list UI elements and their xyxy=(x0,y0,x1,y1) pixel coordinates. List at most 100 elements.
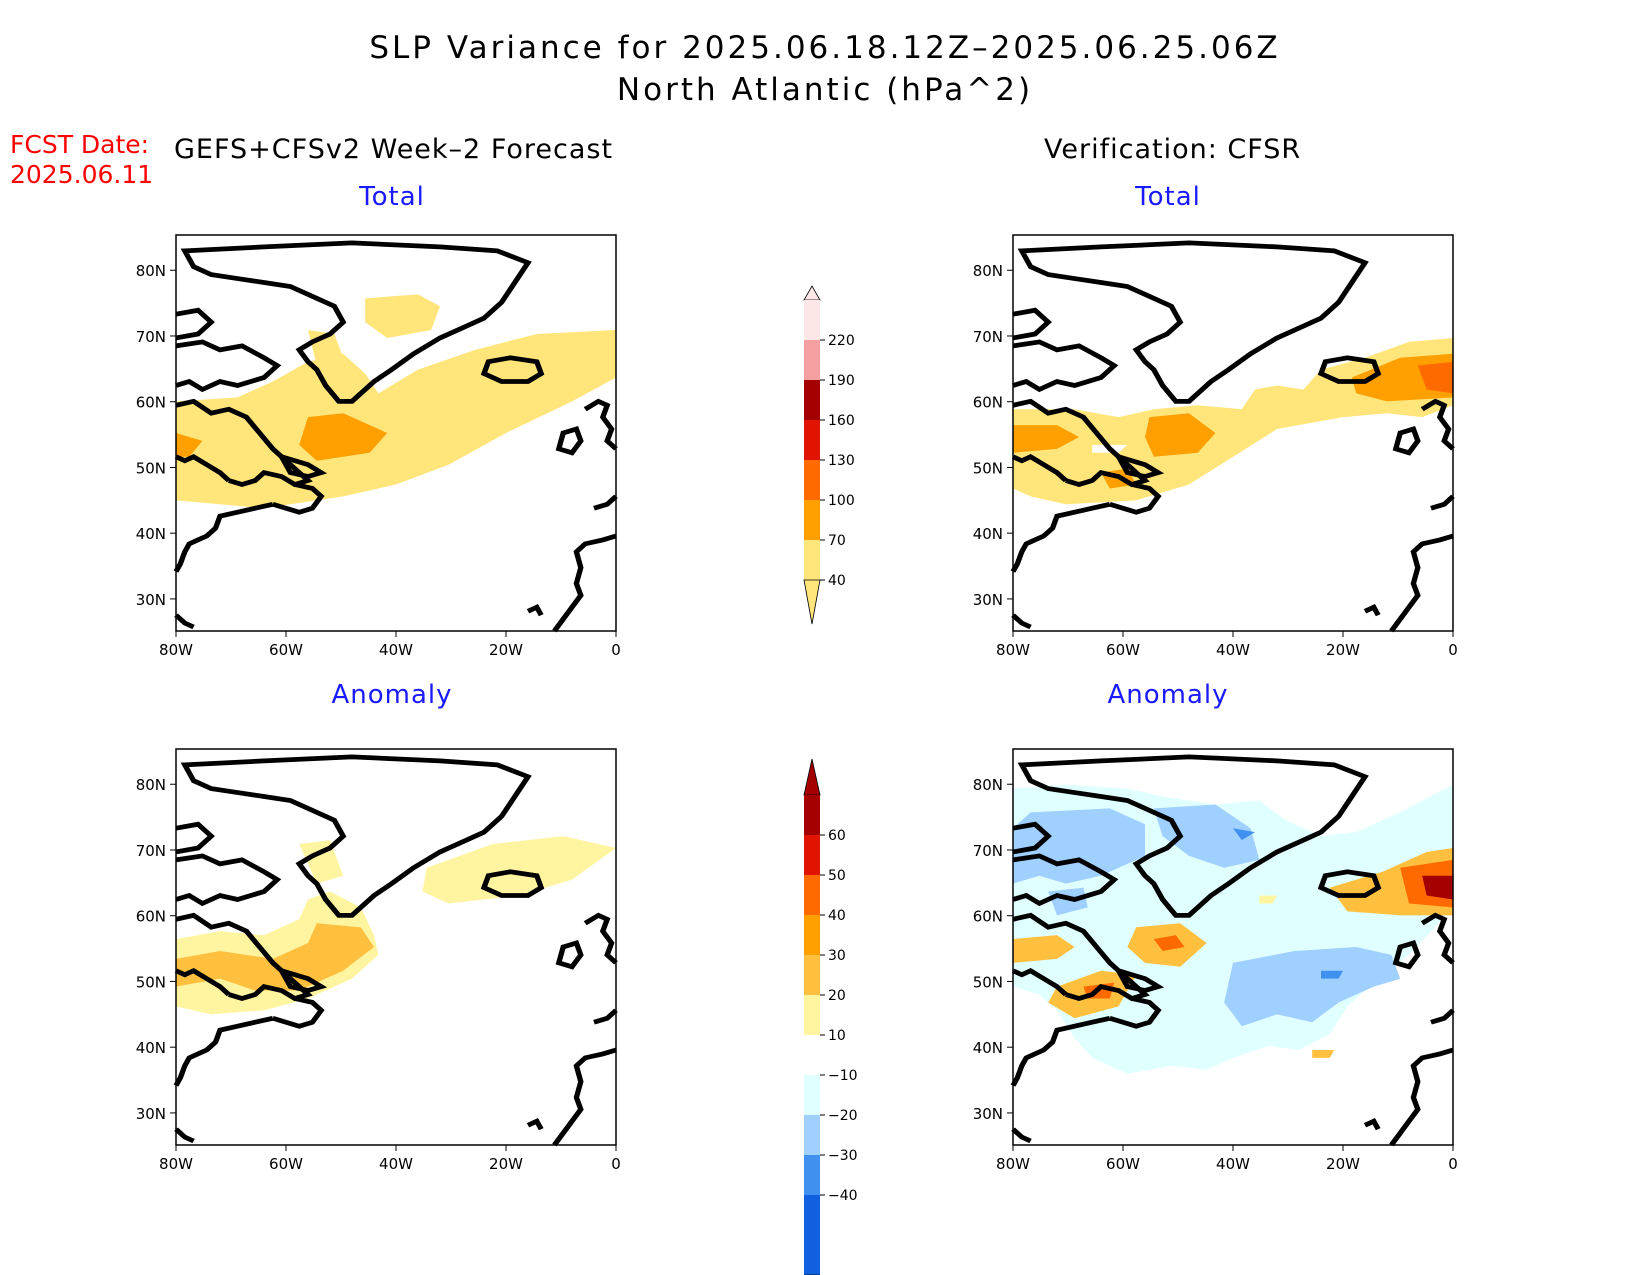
shaded-region xyxy=(1233,828,1255,841)
fcst-date-value: 2025.06.11 xyxy=(10,160,154,189)
lon-tick-label: 40W xyxy=(379,641,413,659)
lon-tick-label: 60W xyxy=(1106,1155,1140,1173)
lon-tick-label: 80W xyxy=(159,1155,193,1173)
lon-tick-label: 60W xyxy=(269,641,303,659)
lat-tick-label: 70N xyxy=(973,328,1003,346)
shaded-region xyxy=(1145,413,1216,457)
lat-tick-label: 30N xyxy=(973,591,1003,609)
lat-tick-label: 40N xyxy=(973,525,1003,543)
shaded-region xyxy=(1422,875,1453,900)
colorbar-label: 160 xyxy=(828,413,855,429)
colorbar-segment xyxy=(804,340,820,380)
lon-tick-label: 20W xyxy=(1326,1155,1360,1173)
colorbar-top-arrow xyxy=(803,285,821,301)
panel-subtitle-verif-total: Total xyxy=(1135,182,1201,212)
lat-tick-label: 80N xyxy=(136,776,166,794)
map-panel-fcst-total: 80N 70N 60N 50N 40N 30N 80W 60W 40W 20W 0 xyxy=(136,234,621,659)
map-panel-fcst-anomaly: 80N 70N 60N 50N 40N 30N 80W 60W 40W 20W 0 xyxy=(136,748,621,1173)
lat-tick-label: 30N xyxy=(973,1105,1003,1123)
colorbar-segment xyxy=(804,300,820,340)
lat-tick-label: 50N xyxy=(973,459,1003,477)
lat-tick-label: 40N xyxy=(136,525,166,543)
lat-tick-label: 40N xyxy=(136,1039,166,1057)
shaded-region xyxy=(1417,361,1453,394)
shaded-region xyxy=(1259,895,1277,904)
lat-tick-label: 80N xyxy=(973,776,1003,794)
shaded-region xyxy=(1013,935,1075,963)
lat-tick-label: 60N xyxy=(973,394,1003,412)
main-title: SLP Variance for 2025.06.18.12Z–2025.06.… xyxy=(369,30,1281,66)
shaded-region xyxy=(1013,808,1145,884)
lon-tick-label: 80W xyxy=(159,641,193,659)
colorbar-segment xyxy=(804,835,820,875)
lon-tick-label: 60W xyxy=(269,1155,303,1173)
lat-tick-label: 50N xyxy=(136,973,166,991)
shaded-region xyxy=(1153,935,1185,951)
shaded-region xyxy=(1013,337,1453,505)
lon-tick-label: 20W xyxy=(1326,641,1360,659)
colorbar-segment xyxy=(804,1115,820,1155)
lat-tick-label: 40N xyxy=(973,1039,1003,1057)
lat-tick-label: 30N xyxy=(136,591,166,609)
lat-tick-label: 80N xyxy=(136,262,166,280)
colorbar-segment xyxy=(804,420,820,460)
colorbar-segment xyxy=(804,1035,820,1075)
colorbar-label: 60 xyxy=(828,828,846,844)
lon-tick-label: 40W xyxy=(1216,1155,1250,1173)
lon-tick-label: 20W xyxy=(489,641,523,659)
colorbar-label: 50 xyxy=(828,868,846,884)
lon-tick-label: 0 xyxy=(611,641,621,659)
colorbar-segment xyxy=(804,540,820,580)
main-subtitle: North Atlantic (hPa^2) xyxy=(616,72,1034,108)
shaded-region xyxy=(176,923,374,991)
lon-tick-label: 0 xyxy=(1448,1155,1458,1173)
anomaly-colorbar: 60 50 40 30 20 10 −10 −20 −30 −40 xyxy=(803,758,858,1275)
lon-tick-label: 40W xyxy=(1216,641,1250,659)
lat-tick-label: 50N xyxy=(136,459,166,477)
colorbar-segment xyxy=(804,500,820,540)
lon-tick-label: 0 xyxy=(1448,641,1458,659)
colorbar-label: 100 xyxy=(828,493,855,509)
lon-tick-label: 60W xyxy=(1106,641,1140,659)
lon-tick-label: 80W xyxy=(996,1155,1030,1173)
colorbar-bottom-arrow xyxy=(803,579,821,625)
lat-tick-label: 60N xyxy=(136,394,166,412)
shaded-region xyxy=(176,891,379,1015)
colorbar-label: 130 xyxy=(828,453,855,469)
colorbar-label: −10 xyxy=(828,1068,858,1084)
lat-tick-label: 50N xyxy=(973,973,1003,991)
colorbar-label: 10 xyxy=(828,1028,846,1044)
colorbar-label: 70 xyxy=(828,533,846,549)
colorbar-segment xyxy=(804,460,820,500)
colorbar-segment xyxy=(804,995,820,1035)
lat-tick-label: 80N xyxy=(973,262,1003,280)
colorbar-label: −40 xyxy=(828,1188,858,1204)
shaded-region xyxy=(1224,947,1401,1027)
map-panel-verif-total: 80N 70N 60N 50N 40N 30N 80W 60W 40W 20W 0 xyxy=(973,234,1458,659)
shaded-region xyxy=(1013,425,1079,453)
shaded-region xyxy=(1321,970,1343,979)
lon-tick-label: 0 xyxy=(611,1155,621,1173)
colorbar-label: 40 xyxy=(828,573,846,589)
colorbar-segment xyxy=(804,875,820,915)
lat-tick-label: 60N xyxy=(973,908,1003,926)
shaded-region xyxy=(1153,804,1260,868)
colorbar-segment xyxy=(804,955,820,995)
colorbar-segment xyxy=(804,1195,820,1235)
forecast-header: GEFS+CFSv2 Week–2 Forecast xyxy=(174,134,614,165)
colorbar-top-arrow xyxy=(803,758,821,796)
shaded-region xyxy=(299,840,344,884)
lon-tick-label: 40W xyxy=(379,1155,413,1173)
colorbar-segment xyxy=(804,380,820,420)
panel-subtitle-verif-anomaly: Anomaly xyxy=(1107,680,1229,710)
colorbar-label: 20 xyxy=(828,988,846,1004)
colorbar-segment xyxy=(804,795,820,835)
panel-subtitle-fcst-anomaly: Anomaly xyxy=(331,680,453,710)
map-panel-verif-anomaly: 80N 70N 60N 50N 40N 30N 80W 60W 40W 20W 0 xyxy=(973,748,1458,1173)
lon-tick-label: 80W xyxy=(996,641,1030,659)
colorbar-label: 40 xyxy=(828,908,846,924)
lat-tick-label: 70N xyxy=(136,842,166,860)
fcst-date-label: FCST Date: xyxy=(10,130,150,159)
shaded-region xyxy=(365,294,440,338)
